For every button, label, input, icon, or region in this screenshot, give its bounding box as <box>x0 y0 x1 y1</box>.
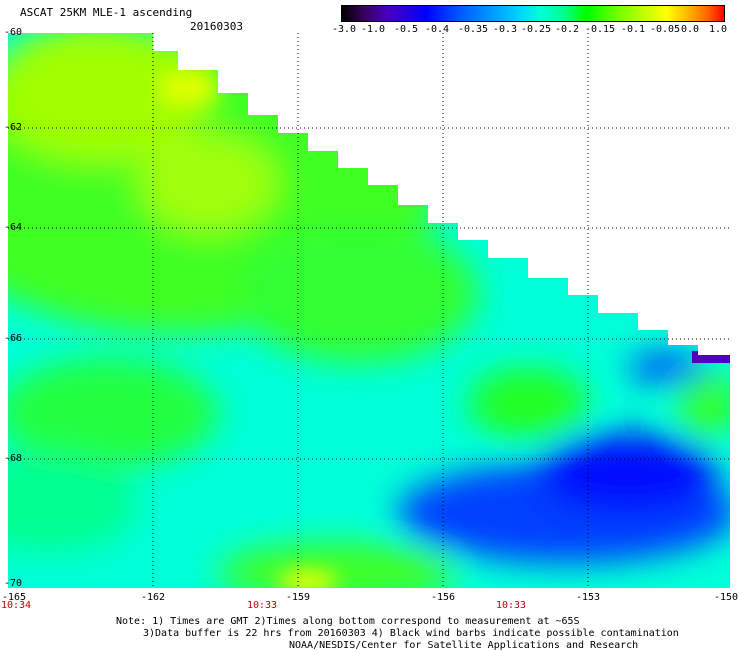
lon-label: -159 <box>285 592 311 603</box>
lon-label: -153 <box>575 592 601 603</box>
note-line-3: NOAA/NESDIS/Center for Satellite Applica… <box>289 640 639 651</box>
colorbar-label: -0.2 <box>554 24 580 35</box>
wind-map <box>8 33 730 588</box>
swath-field <box>8 33 730 588</box>
colorbar-label: -0.35 <box>457 24 489 35</box>
lon-label: -165 <box>1 592 27 603</box>
lat-label: -62 <box>4 122 23 133</box>
lat-label: -68 <box>4 453 23 464</box>
time-label: 10:33 <box>495 600 527 611</box>
colorbar-label: -0.1 <box>620 24 646 35</box>
map-title: ASCAT 25KM MLE-1 ascending <box>20 6 193 19</box>
colorbar-label: -1.0 <box>360 24 386 35</box>
colorbar-label: -0.4 <box>424 24 450 35</box>
colorbar-label: -3.0 <box>331 24 357 35</box>
time-label: 10:33 <box>246 600 278 611</box>
graticule <box>8 33 730 588</box>
colorbar-label: 0.0 <box>680 24 700 35</box>
lon-label: -156 <box>430 592 456 603</box>
colorbar-label: 1.0 <box>708 24 728 35</box>
lat-label: -64 <box>4 222 23 233</box>
colorbar <box>341 5 725 22</box>
note-line-1: Note: 1) Times are GMT 2)Times along bot… <box>116 616 580 627</box>
lat-label: -66 <box>4 333 23 344</box>
lat-label: -70 <box>4 578 23 589</box>
lon-label: -162 <box>140 592 166 603</box>
colorbar-label: -0.3 <box>492 24 518 35</box>
lat-label: -60 <box>4 27 23 38</box>
colorbar-label: -0.5 <box>393 24 419 35</box>
note-line-2: 3)Data buffer is 22 hrs from 20160303 4)… <box>143 628 679 639</box>
colorbar-label: -0.15 <box>584 24 616 35</box>
colorbar-label: -0.25 <box>520 24 552 35</box>
lon-label: -150 <box>713 592 739 603</box>
time-label: 10:34 <box>0 600 32 611</box>
map-date: 20160303 <box>190 20 243 33</box>
colorbar-label: -0.05 <box>649 24 681 35</box>
